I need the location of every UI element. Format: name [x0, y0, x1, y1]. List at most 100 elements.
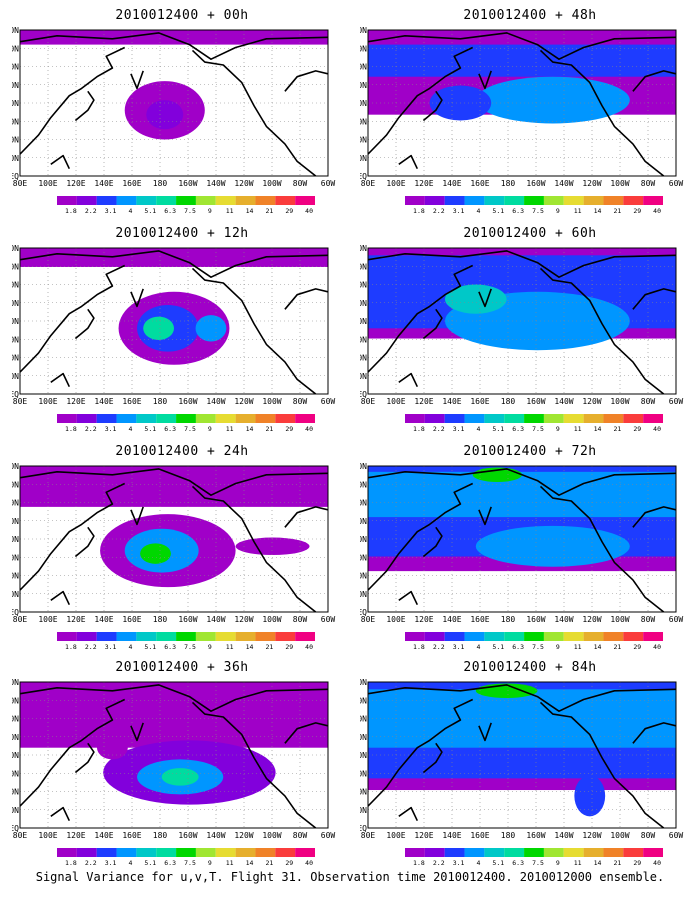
colorbar-swatch — [464, 196, 485, 205]
latitude-label: 30N — [360, 335, 367, 344]
longitude-label: 180 — [501, 615, 516, 624]
colorbar-label: 2.2 — [433, 207, 445, 215]
colorbar-swatch — [136, 848, 157, 857]
coastline — [191, 267, 317, 394]
colorbar-label: 29 — [633, 859, 641, 867]
colorbar-swatch — [96, 848, 117, 857]
colorbar-label: 21 — [265, 207, 273, 215]
longitude-label: 140E — [442, 615, 461, 624]
colorbar-label: 29 — [633, 643, 641, 651]
colorbar-swatch — [603, 848, 624, 857]
latitude-label: 10N — [12, 590, 19, 599]
colorbar-swatch — [623, 196, 644, 205]
colorbar-label: 3.1 — [453, 207, 465, 215]
coastline — [74, 308, 95, 340]
longitude-label: 120E — [414, 831, 433, 840]
colorbar-label: 40 — [305, 425, 313, 433]
colorbar-swatch — [215, 414, 236, 423]
colorbar-label: 11 — [226, 643, 234, 651]
longitude-label: 140E — [442, 397, 461, 406]
colorbar-swatch — [623, 414, 644, 423]
latitude-label: EQ — [360, 172, 367, 181]
colorbar-label: 7.5 — [184, 859, 196, 867]
colorbar-label: 6.3 — [164, 643, 176, 651]
latitude-label: 20N — [12, 788, 19, 797]
colorbar-label: 6.3 — [512, 643, 524, 651]
colorbar-swatch — [563, 632, 584, 641]
longitude-label: 80E — [13, 831, 28, 840]
colorbar-swatch — [643, 848, 663, 857]
latitude-label: 50N — [12, 733, 19, 742]
map-figure: 80N 70N 60N 50N 40N 30N 20N 10N EQ80E 100E 120E 140… — [12, 462, 335, 651]
longitude-label: 180 — [153, 615, 168, 624]
colorbar-swatch — [484, 414, 505, 423]
colorbar-label: 5.1 — [492, 643, 504, 651]
colorbar-label: 3.1 — [453, 425, 465, 433]
colorbar-swatch — [96, 196, 117, 205]
latitude-label: 60N — [12, 715, 19, 724]
colorbar-swatch — [116, 196, 137, 205]
map-frame — [19, 465, 329, 613]
colorbar-swatch — [563, 196, 584, 205]
latitude-label: 80N — [12, 462, 19, 471]
latitude-label: 50N — [360, 733, 367, 742]
map-figure: 80N 70N 60N 50N 40N 30N 20N 10N EQ80E 100E 120E 140… — [12, 26, 335, 215]
colorbar-swatch — [57, 196, 77, 205]
colorbar-label: 6.3 — [164, 425, 176, 433]
latitude-label: 10N — [12, 372, 19, 381]
latitude-label: 30N — [360, 553, 367, 562]
longitude-label: 100E — [38, 179, 57, 188]
map-panel: 2010012400 + 36h 80N 70N 60N 50N 40N 30N 20N 10N… — [12, 652, 352, 877]
colorbar-label: 14 — [246, 643, 254, 651]
longitude-label: 80E — [361, 615, 376, 624]
longitude-label: 120E — [66, 615, 85, 624]
coastline — [632, 70, 676, 92]
colorbar-label: 4 — [129, 425, 133, 433]
colorbar-label: 9 — [556, 425, 560, 433]
coastline — [478, 70, 492, 90]
colorbar-label: 14 — [594, 643, 602, 651]
colorbar-swatch — [295, 414, 315, 423]
longitude-label: 60W — [669, 397, 684, 406]
longitude-label: 160W — [178, 831, 197, 840]
colorbar-label: 6.3 — [512, 207, 524, 215]
latitude-label: 50N — [360, 81, 367, 90]
colorbar-swatch — [76, 196, 97, 205]
colorbar-label: 6.3 — [512, 425, 524, 433]
colorbar-swatch — [295, 848, 315, 857]
colorbar-label: 11 — [574, 425, 582, 433]
colorbar-swatch — [235, 196, 256, 205]
colorbar-swatch — [57, 414, 77, 423]
colorbar-swatch — [405, 414, 425, 423]
longitude-label: 120W — [582, 179, 601, 188]
coastline — [20, 250, 328, 278]
coastline — [422, 742, 443, 774]
longitude-label: 100E — [386, 397, 405, 406]
variance-shading — [161, 768, 199, 786]
coastline — [74, 90, 95, 122]
coastline — [284, 70, 328, 92]
coastline — [539, 485, 665, 612]
colorbar-label: 29 — [285, 425, 293, 433]
coastline — [368, 468, 676, 496]
colorbar-swatch — [424, 196, 445, 205]
colorbar-label: 14 — [594, 207, 602, 215]
coastline — [368, 46, 474, 155]
longitude-label: 100E — [38, 397, 57, 406]
colorbar-label: 3.1 — [453, 859, 465, 867]
longitude-label: 120W — [582, 831, 601, 840]
colorbar-label: 21 — [265, 425, 273, 433]
colorbar-label: 1.8 — [65, 859, 77, 867]
latitude-label: EQ — [12, 824, 19, 833]
colorbar-label: 7.5 — [532, 859, 544, 867]
latitude-label: EQ — [360, 824, 367, 833]
longitude-label: 140E — [94, 397, 113, 406]
colorbar-swatch — [444, 848, 465, 857]
longitude-label: 160E — [122, 831, 141, 840]
longitude-label: 160E — [470, 615, 489, 624]
longitude-label: 80W — [293, 615, 308, 624]
map-frame — [367, 247, 677, 395]
colorbar-swatch — [504, 848, 525, 857]
colorbar-swatch — [235, 848, 256, 857]
coastline — [539, 49, 665, 176]
